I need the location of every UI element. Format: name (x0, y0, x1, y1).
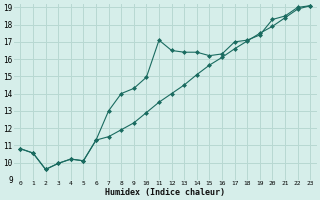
X-axis label: Humidex (Indice chaleur): Humidex (Indice chaleur) (105, 188, 225, 197)
